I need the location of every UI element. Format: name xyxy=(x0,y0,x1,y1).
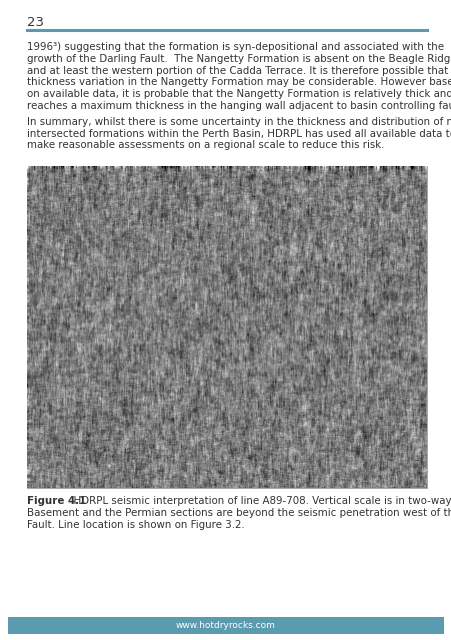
Text: on available data, it is probable that the Nangetty Formation is relatively thic: on available data, it is probable that t… xyxy=(27,89,451,99)
Text: growth of the Darling Fault.  The Nangetty Formation is absent on the Beagle Rid: growth of the Darling Fault. The Nangett… xyxy=(27,54,451,64)
Text: Basement and the Permian sections are beyond the seismic penetration west of the: Basement and the Permian sections are be… xyxy=(27,508,451,518)
Text: reaches a maximum thickness in the hanging wall adjacent to basin controlling fa: reaches a maximum thickness in the hangi… xyxy=(27,101,451,111)
Text: Figure 4.1: Figure 4.1 xyxy=(27,496,86,506)
Text: 1996³) suggesting that the formation is syn-depositional and associated with the: 1996³) suggesting that the formation is … xyxy=(27,42,443,52)
Text: www.hotdryrocks.com: www.hotdryrocks.com xyxy=(176,621,275,630)
Text: and at least the western portion of the Cadda Terrace. It is therefore possible : and at least the western portion of the … xyxy=(27,66,447,76)
Text: HDRPL seismic interpretation of line A89-708. Vertical scale is in two-way-time.: HDRPL seismic interpretation of line A89… xyxy=(67,496,451,506)
Text: In summary, whilst there is some uncertainty in the thickness and distribution o: In summary, whilst there is some uncerta… xyxy=(27,116,451,127)
Text: intersected formations within the Perth Basin, HDRPL has used all available data: intersected formations within the Perth … xyxy=(27,129,451,139)
Text: thickness variation in the Nangetty Formation may be considerable. However based: thickness variation in the Nangetty Form… xyxy=(27,77,451,88)
Bar xyxy=(27,166,426,488)
Text: make reasonable assessments on a regional scale to reduce this risk.: make reasonable assessments on a regiona… xyxy=(27,140,383,150)
Bar xyxy=(8,617,443,634)
Text: 23: 23 xyxy=(27,16,44,29)
Text: Fault. Line location is shown on Figure 3.2.: Fault. Line location is shown on Figure … xyxy=(27,520,244,530)
